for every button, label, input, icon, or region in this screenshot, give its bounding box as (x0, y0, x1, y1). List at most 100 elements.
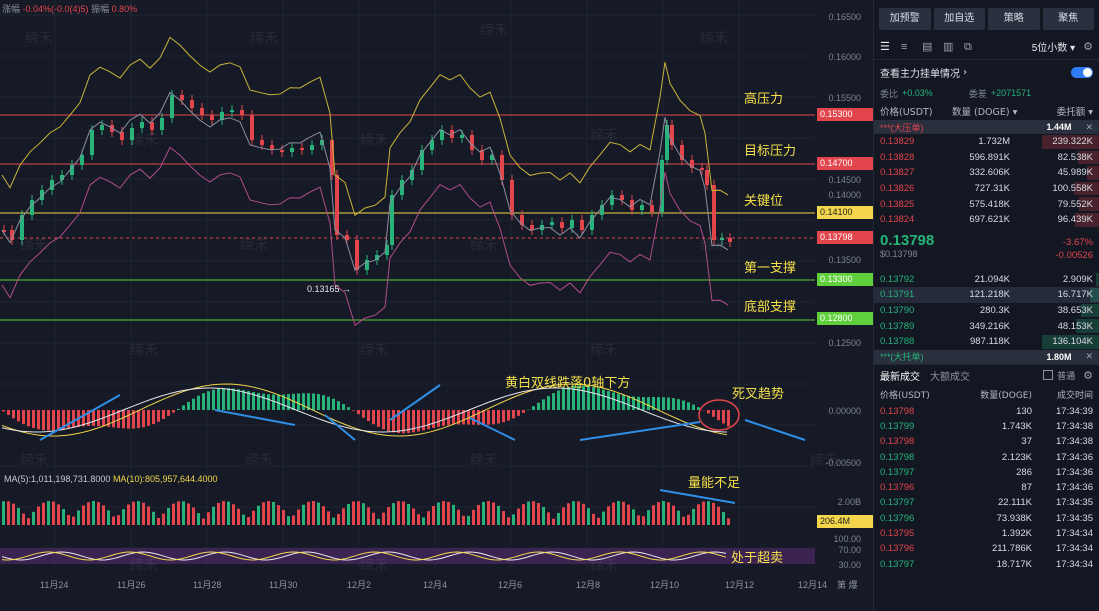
ask-row[interactable]: 0.13827 332.606K 45.989K (874, 165, 1099, 181)
asks-list: 0.13829 1.732M 239.322K 0.13828 596.891K 82.5… (874, 134, 1099, 228)
layout-split-icon[interactable]: ≡ (901, 40, 908, 53)
right-panel: 加预警 加自选 策略 聚焦 ☰ ≡ ▤ ▥ ⧉ 5位小数 ▾ ⚙ 查看主力挂单情… (873, 0, 1099, 611)
bid-price: 0.13792 (880, 273, 915, 285)
candle-body (670, 125, 674, 145)
macd-bar (127, 410, 130, 429)
volume-bar (417, 514, 420, 525)
macd-bar (142, 410, 145, 428)
bid-row[interactable]: 0.13792 21.094K 2.909K (874, 272, 1099, 288)
macd-bar (147, 410, 150, 426)
candle-body (728, 238, 732, 242)
ask-price: 0.13827 (880, 167, 915, 179)
low-price-marker: 0.13165 → (307, 284, 352, 294)
ask-qty: 575.418K (969, 198, 1010, 210)
watch-toggle[interactable] (1071, 66, 1093, 78)
ask-row[interactable]: 0.13828 596.891K 82.538K (874, 150, 1099, 166)
volume-bar (322, 506, 325, 525)
popout-icon[interactable]: ⧉ (964, 40, 972, 53)
volume-bar (227, 501, 230, 525)
settings-icon[interactable]: ⚙ (1083, 41, 1093, 53)
close-icon[interactable]: ✕ (1085, 351, 1093, 362)
bid-row[interactable]: 0.13789 349.216K 48.153K (874, 318, 1099, 334)
bid-row[interactable]: 0.13791 121.218K 16.717K (874, 287, 1099, 303)
strategy-button[interactable]: 策略 (988, 8, 1040, 30)
candle-body (480, 150, 484, 160)
change-percent: -3.67% (1062, 236, 1093, 248)
tab-large-trades[interactable]: 大额成交 (930, 371, 970, 383)
close-icon[interactable]: ✕ (1085, 121, 1093, 132)
trade-time: 17:34:38 (1056, 420, 1093, 432)
candle-body (70, 165, 74, 175)
ask-row[interactable]: 0.13825 575.418K 79.552K (874, 196, 1099, 212)
date-label: 12月8 (576, 580, 601, 590)
ask-row[interactable]: 0.13824 697.621K 96.439K (874, 212, 1099, 228)
ob-col-acc[interactable]: 委托额 ▾ (1056, 107, 1093, 118)
indicator-line (1, 551, 727, 561)
macd-dea-line (1, 387, 728, 433)
depth-bar (1073, 181, 1099, 196)
trade-time: 17:34:39 (1056, 405, 1093, 417)
low-price-value: 0.13165 (307, 284, 340, 294)
trade-row: 0.13797 286 17:34:36 (874, 465, 1099, 480)
macd-bar (392, 410, 395, 433)
volume-bar (297, 509, 300, 525)
bid-qty: 121.218K (969, 289, 1010, 301)
candle-body (700, 168, 704, 170)
bid-row[interactable]: 0.13788 987.118K 136.104K (874, 334, 1099, 350)
layout-both-icon[interactable]: ☰ (880, 40, 890, 53)
volume-bar (702, 501, 705, 525)
volume-bar (407, 504, 410, 525)
tab-latest-trades[interactable]: 最新成交 (880, 371, 920, 383)
kline-chart[interactable]: 涨幅 -0.04%(-0.0(4)5) 振幅 0.80% 高压力 目标压力 关键… (0, 0, 873, 611)
macd-bar (92, 410, 95, 426)
candle-body (600, 205, 604, 215)
focus-button[interactable]: 聚焦 (1042, 8, 1094, 30)
layout-bids-icon[interactable]: ▥ (943, 40, 954, 53)
bid-row[interactable]: 0.13790 280.3K 38.653K (874, 303, 1099, 319)
trade-qty: 1.743K (1001, 420, 1032, 432)
depth-bar (1090, 288, 1099, 302)
macd-bar (187, 401, 190, 410)
depth-bar (1087, 166, 1099, 180)
volume-bar (212, 506, 215, 525)
decimal-select[interactable]: 5位小数 ▾ (1031, 43, 1076, 54)
trade-qty: 2.123K (1001, 451, 1032, 463)
ask-row[interactable]: 0.13826 727.31K 100.558K (874, 181, 1099, 197)
volume-bar (57, 504, 60, 525)
macd-bar (7, 410, 10, 415)
add-watchlist-button[interactable]: 加自选 (933, 8, 985, 30)
settings-icon[interactable]: ⚙ (1083, 368, 1093, 382)
watch-main-orders[interactable]: 查看主力挂单情况 › (874, 60, 1099, 84)
layout-asks-icon[interactable]: ▤ (922, 40, 933, 53)
candle-body (50, 180, 54, 190)
candle-body (250, 115, 254, 140)
volume-bar (197, 513, 200, 525)
price-axis-label: 0.16000 (828, 52, 861, 62)
price-tag-12800: 0.12800 (817, 312, 873, 325)
macd-bar (387, 410, 390, 432)
macd-bar (437, 410, 440, 427)
trend-arrow (389, 384, 441, 421)
volume-bar (277, 505, 280, 525)
macd-bar (422, 410, 425, 431)
add-alert-button[interactable]: 加预警 (879, 8, 931, 30)
kline-canvas[interactable] (0, 0, 873, 611)
bid-wall-value: 1.80M (1046, 351, 1072, 362)
volume-bar (32, 511, 35, 525)
volume-bar (522, 504, 525, 525)
volume-bar (387, 507, 390, 525)
ask-row[interactable]: 0.13829 1.732M 239.322K (874, 134, 1099, 150)
price-tag-14700: 0.14700 (817, 157, 873, 170)
normal-checkbox[interactable]: 普通 (1043, 369, 1075, 382)
candle-body (560, 222, 564, 228)
macd-bar (262, 393, 265, 410)
date-label: 12月6 (498, 580, 523, 590)
macd-bar (252, 392, 255, 410)
macd-bar (312, 393, 315, 410)
band-mid (1, 91, 729, 272)
volume-bar (392, 503, 395, 525)
ob-col-qty[interactable]: 数量 (DOGE) ▾ (952, 107, 1018, 118)
change-value: -0.04%(-0.0(4)5) (22, 4, 89, 14)
macd-bar (287, 394, 290, 410)
